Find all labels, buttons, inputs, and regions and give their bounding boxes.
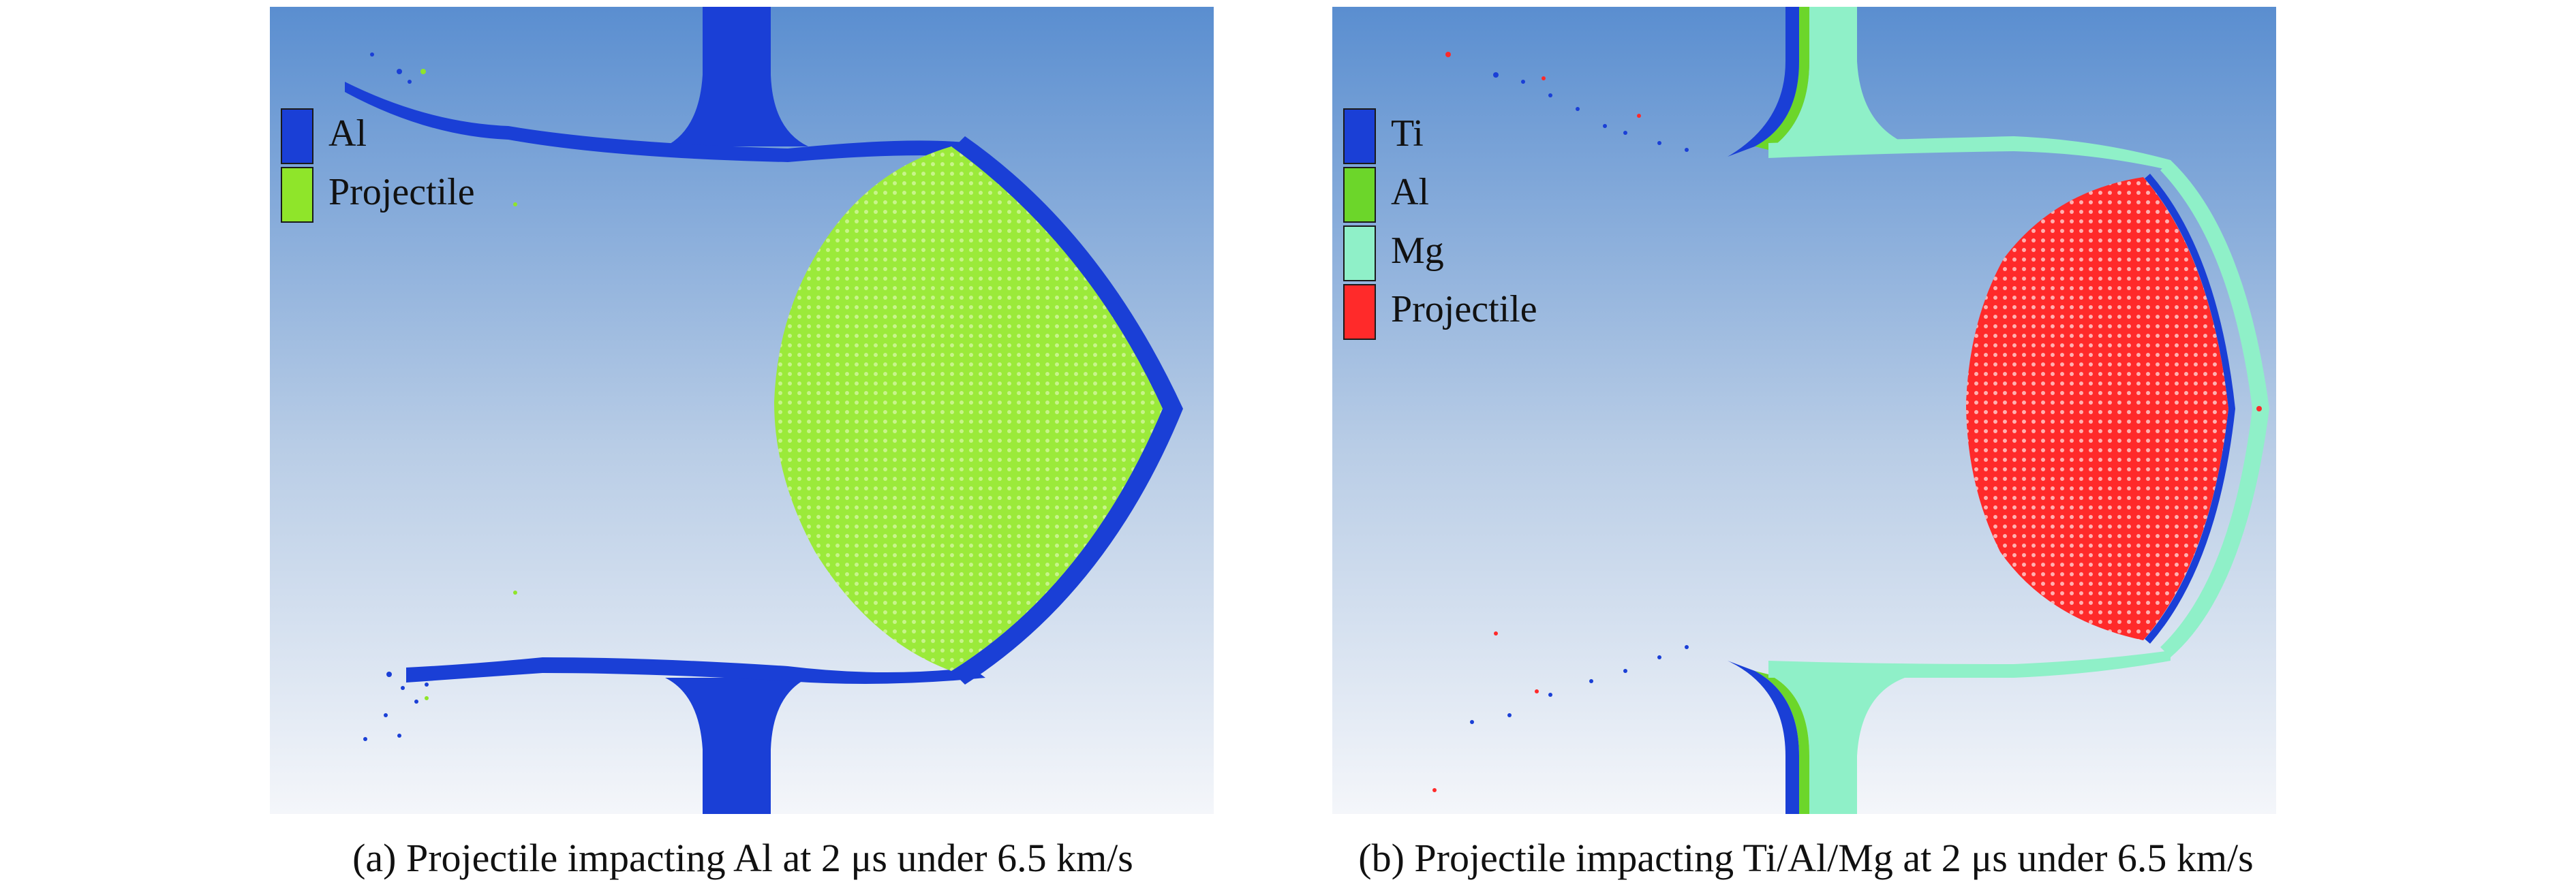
scattered-particles-a bbox=[363, 52, 429, 741]
legend-label-projectile: Projectile bbox=[1391, 288, 1537, 330]
al-debris-top bbox=[345, 82, 985, 162]
legend-swatch-al bbox=[281, 108, 313, 164]
projectile-cloud-a bbox=[774, 146, 1163, 671]
al-debris-bottom bbox=[406, 657, 985, 684]
legend-swatch-projectile bbox=[1343, 284, 1376, 340]
legend-label-mg: Mg bbox=[1391, 230, 1444, 272]
simulation-panel-a: Al Projectile bbox=[270, 7, 1214, 814]
caption-b: (b) Projectile impacting Ti/Al/Mg at 2 μ… bbox=[1358, 836, 2254, 880]
mg-debris-bottom bbox=[1768, 651, 2171, 678]
mg-plate-top bbox=[1768, 7, 1905, 150]
legend-label-al: Al bbox=[328, 112, 367, 155]
ti-plate-bottom bbox=[1728, 661, 1799, 814]
legend-swatch-projectile bbox=[281, 167, 313, 223]
legend-label-al: Al bbox=[1391, 171, 1429, 213]
al-plate-top bbox=[665, 7, 808, 146]
simulation-plot-b bbox=[1332, 7, 2276, 814]
scattered-particles-b bbox=[1470, 72, 1689, 724]
legend-swatch-al bbox=[1343, 167, 1376, 223]
legend-label-ti: Ti bbox=[1391, 112, 1424, 155]
al-plate-top bbox=[1755, 7, 1809, 150]
ti-plate-top bbox=[1728, 7, 1799, 157]
legend-swatch-ti bbox=[1343, 108, 1376, 164]
legend-label-projectile: Projectile bbox=[328, 171, 475, 213]
caption-a: (a) Projectile impacting Al at 2 μs unde… bbox=[352, 836, 1133, 880]
simulation-plot-a bbox=[270, 7, 1214, 814]
mg-plate-bottom bbox=[1768, 674, 1905, 814]
mg-bulge-shell bbox=[2160, 160, 2269, 657]
al-plate-bottom bbox=[1755, 671, 1809, 814]
al-plate-bottom bbox=[665, 678, 808, 814]
al-bulge-shell bbox=[951, 136, 1183, 685]
mg-debris-top bbox=[1768, 136, 2171, 170]
projectile-cloud-b bbox=[1966, 177, 2228, 640]
legend-swatch-mg bbox=[1343, 225, 1376, 281]
simulation-panel-b: Ti Al Mg Projectile bbox=[1332, 7, 2276, 814]
